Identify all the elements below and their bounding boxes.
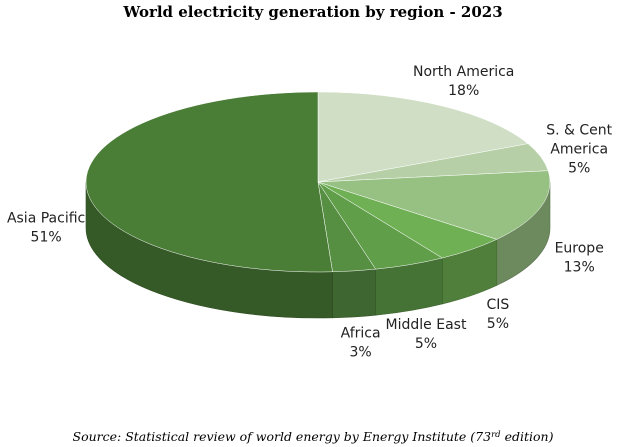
pie-slice-north-america [317, 91, 529, 183]
pie-slices [85, 91, 551, 273]
pie-sides [85, 181, 551, 319]
data-label-s-cent-america: S. & Cent America 5% [546, 123, 612, 177]
pie-side-africa [332, 268, 376, 319]
pie-labels: North America 18% S. & Cent America 5% Europe… [7, 64, 613, 360]
pie-slice-europe [317, 170, 551, 240]
source-note: Source: Statistical review of world ener… [73, 429, 554, 444]
pie-slice-asia-pacific [85, 91, 333, 273]
data-label-africa: Africa 3% [341, 325, 381, 360]
chart-title: World electricity generation by region -… [122, 3, 502, 21]
data-label-europe: Europe 13% [555, 240, 604, 275]
data-label-middle-east: Middle East 5% [386, 317, 467, 352]
data-label-asia-pacific: Asia Pacific 51% [7, 211, 85, 246]
data-label-north-america: North America 18% [413, 64, 514, 99]
data-label-cis: CIS 5% [487, 297, 510, 332]
